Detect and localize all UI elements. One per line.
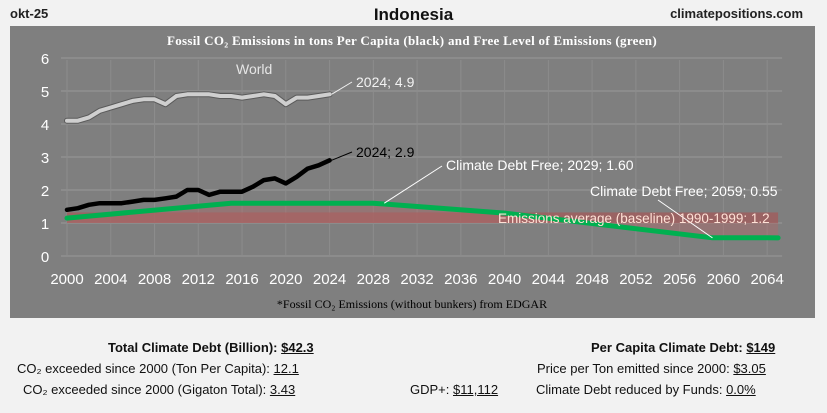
free-2059-label: Climate Debt Free; 2059; 0.55: [590, 183, 778, 199]
x-tick-label: 2012: [182, 271, 215, 288]
y-tick-label: 0: [41, 249, 49, 266]
total-debt-value: $42.3: [281, 340, 314, 355]
series-world: [65, 92, 332, 123]
baseline-label: Emissions average (baseline) 1990-1999; …: [498, 211, 770, 226]
free-2029-label: Climate Debt Free; 2029; 1.60: [446, 157, 634, 173]
x-tick-label: 2032: [400, 271, 433, 288]
x-tick-label: 2064: [750, 271, 783, 288]
x-tick-label: 2016: [225, 271, 258, 288]
x-tick-label: 2036: [444, 271, 477, 288]
gdp-label: GDP+:: [410, 382, 450, 397]
chart-panel: Fossil CO₂ Emissions in tons Per Capita …: [10, 26, 815, 318]
annotations: World 2024; 4.9 2024; 2.9 Climate Debt F…: [236, 61, 778, 226]
x-tick-label: 2044: [532, 271, 565, 288]
world-2024-label: 2024; 4.9: [356, 74, 415, 90]
per-capita-debt-value: $149: [746, 340, 776, 355]
chart-title: Fossil CO₂ Emissions in tons Per Capita …: [167, 33, 657, 48]
price-label: Price per Ton emitted since 2000:: [537, 361, 730, 376]
x-tick-label: 2060: [707, 271, 740, 288]
world-leader-line: [331, 81, 353, 95]
free2029-leader-line: [383, 165, 443, 204]
y-tick-label: 3: [41, 150, 49, 167]
indonesia-2024-label: 2024; 2.9: [356, 144, 415, 160]
indonesia-leader-line: [331, 151, 353, 161]
site-label: climatepositions.com: [670, 6, 803, 21]
co2-ton-value: 12.1: [273, 361, 299, 376]
y-tick-label: 2: [41, 183, 49, 200]
free2059-leader-line: [657, 199, 713, 239]
funds-value: 0.0%: [726, 382, 756, 397]
x-tick-label: 2004: [94, 271, 127, 288]
chart-footnote: *Fossil CO₂ Emissions (without bunkers) …: [277, 297, 547, 311]
co2-ton-row: CO₂ exceeded since 2000 (Ton Per Capita)…: [17, 361, 299, 376]
x-tick-label: 2000: [50, 271, 83, 288]
series-layer: [64, 81, 781, 241]
total-debt-row: Total Climate Debt (Billion): $42.3: [108, 340, 314, 355]
date-label: okt-25: [10, 6, 49, 21]
co2-gt-value: 3.43: [269, 382, 296, 397]
gdp-value: $11,112: [453, 382, 499, 397]
free-level-area: [67, 203, 779, 238]
x-tick-label: 2008: [138, 271, 171, 288]
funds-label: Climate Debt reduced by Funds:: [536, 382, 723, 397]
x-tick-label: 2040: [488, 271, 521, 288]
x-tick-label: 2056: [663, 271, 696, 288]
total-debt-label: Total Climate Debt (Billion):: [108, 340, 278, 355]
y-tick-label: 5: [41, 84, 49, 101]
gdp-row: GDP+: $11,112: [410, 382, 498, 397]
x-tick-label: 2024: [313, 271, 346, 288]
co2-ton-label: CO₂ exceeded since 2000 (Ton Per Capita)…: [17, 361, 270, 376]
funds-row: Climate Debt reduced by Funds: 0.0%: [536, 382, 756, 397]
co2-gt-row: CO₂ exceeded since 2000 (Gigaton Total):…: [23, 382, 295, 397]
per-capita-debt-row: Per Capita Climate Debt: $149: [591, 340, 775, 355]
x-tick-label: 2048: [575, 271, 608, 288]
y-tick-label: 1: [41, 216, 49, 233]
country-title: Indonesia: [373, 5, 454, 24]
world-label: World: [236, 61, 272, 77]
price-row: Price per Ton emitted since 2000: $3.05: [537, 361, 766, 376]
x-tick-label: 2028: [357, 271, 390, 288]
per-capita-debt-label: Per Capita Climate Debt:: [591, 340, 743, 355]
emissions-chart: Fossil CO₂ Emissions in tons Per Capita …: [41, 33, 784, 311]
y-tick-label: 6: [41, 51, 49, 68]
series-free-level: [64, 200, 781, 241]
co2-gt-label: CO₂ exceeded since 2000 (Gigaton Total):: [23, 382, 267, 397]
price-value: $3.05: [733, 361, 766, 376]
series-indonesia: [64, 158, 332, 213]
y-tick-label: 4: [41, 117, 49, 134]
x-tick-label: 2020: [269, 271, 302, 288]
tick-layer: 0 1 2 3 4 5 6 2000 2004 2008 2012 2016 2020 2024 2028 2…: [41, 51, 784, 288]
x-tick-label: 2052: [619, 271, 652, 288]
baseline-band-rect: [67, 212, 779, 223]
baseline-band: [67, 203, 779, 238]
